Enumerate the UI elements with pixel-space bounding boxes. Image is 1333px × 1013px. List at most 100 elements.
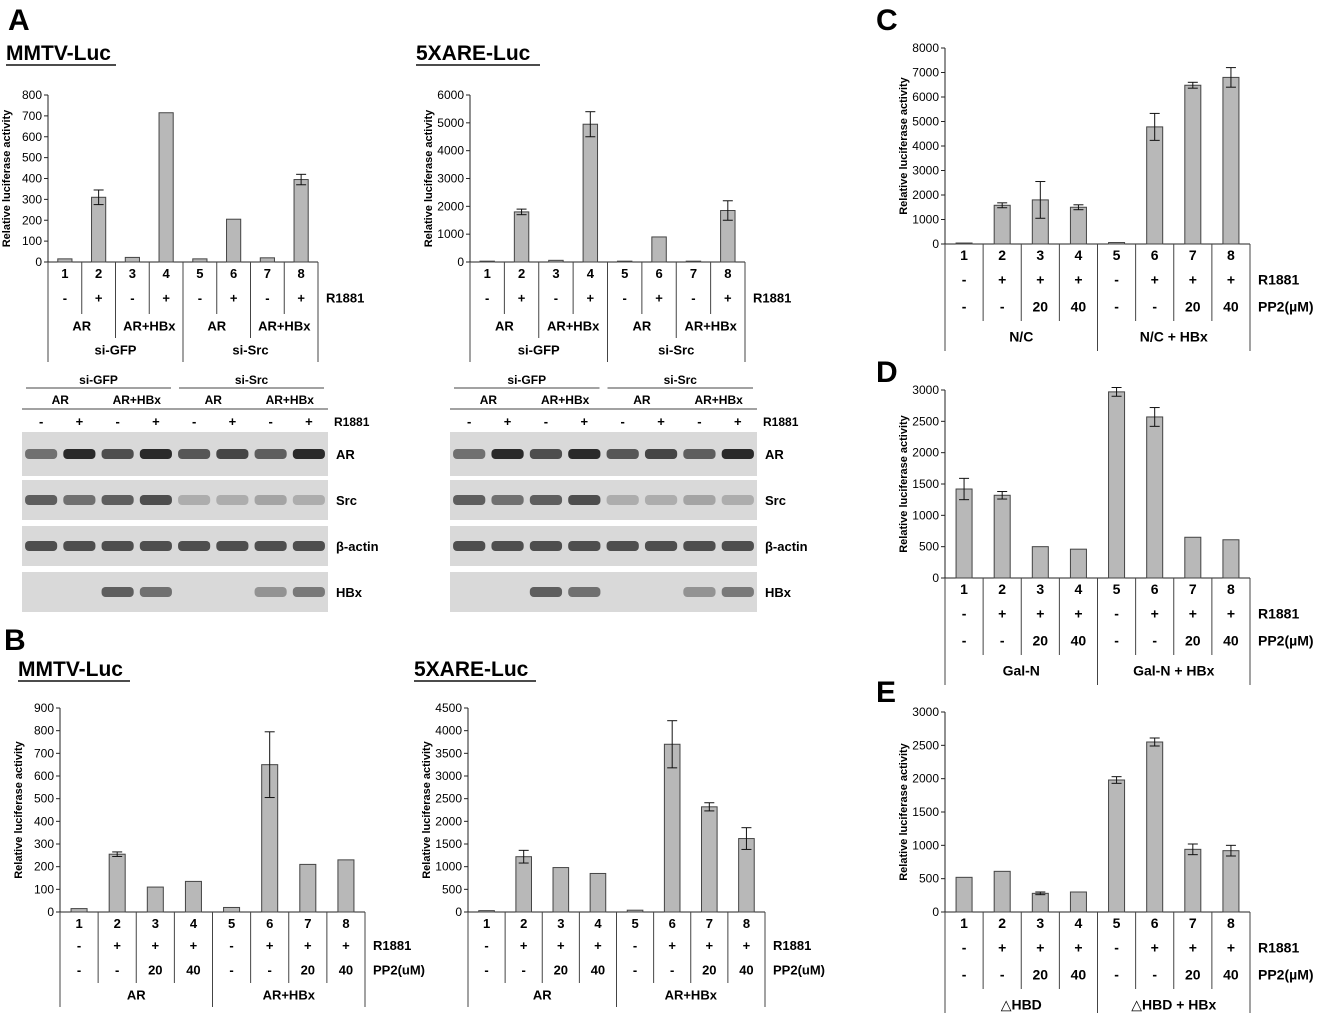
- blot-lane-group: AR+HBx: [266, 393, 315, 407]
- condition-cell: -: [77, 962, 81, 977]
- bar: [146, 886, 164, 913]
- y-tick-label: 0: [35, 255, 42, 269]
- y-tick-label: 300: [34, 837, 54, 851]
- category-label: 6: [669, 916, 676, 931]
- condition-cell: -: [633, 938, 637, 953]
- category-label: 3: [1036, 247, 1044, 263]
- blot-band: [178, 541, 211, 551]
- condition-cell: 40: [339, 962, 353, 977]
- bar: [1031, 546, 1049, 579]
- bar: [1184, 848, 1202, 913]
- row-label: PP2(µM): [1258, 967, 1314, 983]
- condition-cell: +: [1227, 606, 1235, 622]
- y-tick-label: 1000: [435, 860, 462, 874]
- group-label: N/C + HBx: [1140, 328, 1208, 344]
- y-tick-label: 1500: [912, 805, 939, 819]
- category-label: 8: [1227, 915, 1235, 931]
- y-axis-label: Relative luciferase activity: [13, 740, 25, 878]
- y-tick-label: 0: [932, 571, 939, 585]
- y-tick-label: 4000: [435, 724, 462, 738]
- chart-b-1: 0 500 1000 1500 2000 2500 3000 3500 4000 4500 Rela…: [421, 701, 825, 1007]
- blot-band: [568, 495, 601, 505]
- bar: [616, 260, 633, 263]
- blot-band: [683, 449, 716, 459]
- condition-cell: +: [706, 938, 714, 953]
- blot-band: [453, 541, 486, 551]
- blot-band-label: HBx: [765, 585, 792, 600]
- group-label: △HBD + HBx: [1131, 996, 1216, 1012]
- condition-cell: +: [655, 291, 663, 306]
- group-label: Gal-N + HBx: [1133, 662, 1215, 678]
- blot-band: [568, 587, 601, 597]
- blot-band-label: β-actin: [336, 539, 379, 554]
- blot-lane-group: AR+HBx: [113, 393, 162, 407]
- blot-r1881-sign: -: [467, 414, 471, 429]
- bar: [479, 260, 495, 263]
- blot-band: [721, 495, 754, 505]
- y-axis-label: Relative luciferase activity: [898, 742, 910, 880]
- blot-r1881-sign: -: [697, 414, 701, 429]
- condition-cell: 20: [1033, 633, 1049, 649]
- category-label: 2: [95, 266, 102, 281]
- western-blot-0: si-GFP si-Src AR AR+HBx AR AR+HBx - + - + - + - + R188…: [22, 373, 379, 612]
- category-label: 8: [724, 266, 731, 281]
- bar: [1069, 548, 1087, 579]
- condition-cell: +: [1074, 272, 1082, 288]
- blot-r1881-sign: +: [305, 414, 313, 429]
- blot-band: [216, 449, 249, 459]
- y-tick-label: 1500: [435, 837, 462, 851]
- blot-r1881-sign: -: [192, 414, 196, 429]
- row-label: PP2(uM): [373, 962, 425, 977]
- condition-cell: 20: [1033, 299, 1049, 315]
- y-tick-label: 0: [932, 237, 939, 251]
- condition-cell: +: [1151, 940, 1159, 956]
- bar: [685, 260, 702, 263]
- y-tick-label: 700: [34, 746, 54, 760]
- blot-band: [292, 495, 325, 505]
- blot-band: [721, 541, 754, 551]
- y-axis-label: Relative luciferase activity: [421, 740, 433, 878]
- blot-r1881-sign: +: [76, 414, 84, 429]
- supergroup-label: si-Src: [232, 342, 268, 357]
- blot-lane-group: AR: [633, 393, 651, 407]
- category-label: 6: [230, 266, 237, 281]
- condition-cell: -: [1000, 299, 1005, 315]
- blot-band: [644, 449, 678, 459]
- y-tick-label: 500: [919, 872, 939, 886]
- bar: [515, 856, 532, 913]
- bar: [57, 258, 73, 263]
- supergroup-label: si-GFP: [518, 342, 560, 357]
- y-tick-label: 3000: [912, 705, 939, 719]
- chart-title-b-mmtv: MMTV-Luc: [18, 658, 123, 681]
- condition-cell: -: [623, 291, 627, 306]
- category-label: 3: [1036, 581, 1044, 597]
- blot-strip: [22, 572, 328, 612]
- condition-cell: -: [484, 938, 488, 953]
- bar: [582, 123, 599, 263]
- condition-cell: -: [1114, 967, 1119, 983]
- y-tick-label: 2000: [912, 446, 939, 460]
- y-tick-label: 3000: [912, 164, 939, 178]
- y-tick-label: 4000: [437, 144, 464, 158]
- y-tick-label: 0: [455, 905, 462, 919]
- bar: [1146, 741, 1164, 913]
- blot-band: [683, 587, 716, 597]
- y-tick-label: 500: [919, 540, 939, 554]
- condition-cell: +: [998, 940, 1006, 956]
- group-label: AR: [495, 318, 514, 333]
- condition-cell: -: [633, 962, 637, 977]
- panel-letter-b: B: [4, 624, 26, 657]
- y-tick-label: 1000: [912, 213, 939, 227]
- condition-cell: -: [1114, 299, 1119, 315]
- blot-lane-group: AR: [52, 393, 70, 407]
- chart-a-0: 0 100 200 300 400 500 600 700 800 Relative lucife…: [1, 88, 364, 362]
- panel-letter-d: D: [876, 356, 898, 389]
- category-label: 6: [1151, 915, 1159, 931]
- blot-band: [568, 449, 601, 459]
- condition-cell: -: [1114, 272, 1119, 288]
- y-tick-label: 5000: [437, 116, 464, 130]
- category-label: 1: [960, 915, 968, 931]
- category-label: 6: [266, 916, 273, 931]
- bar: [299, 863, 317, 913]
